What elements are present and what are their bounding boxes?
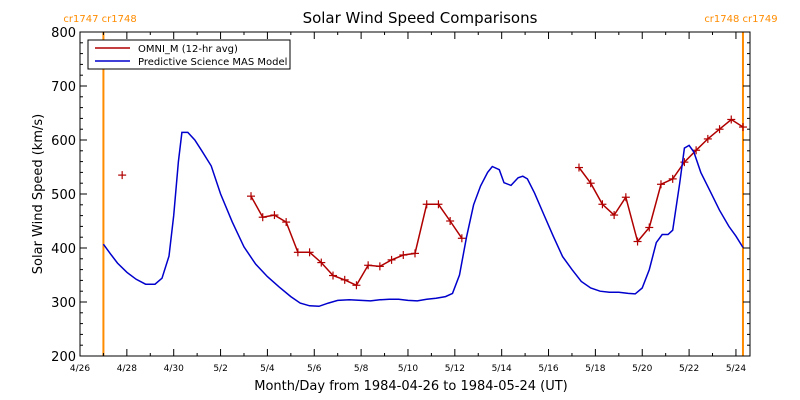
data-point <box>703 134 712 143</box>
y-tick-label: 300 <box>51 296 76 311</box>
data-point <box>270 211 279 220</box>
x-tick-label: 5/22 <box>679 364 699 374</box>
data-point <box>411 249 419 258</box>
y-tick-label: 600 <box>51 134 76 149</box>
data-point <box>293 248 302 257</box>
data-point <box>656 180 665 189</box>
y-tick-label: 400 <box>51 242 76 257</box>
data-point <box>387 255 396 264</box>
carrington-markers: cr1747 cr1748 cr1748 cr1749 <box>63 14 778 356</box>
chart-title: Solar Wind Speed Comparisons <box>303 9 538 27</box>
data-point <box>446 217 455 225</box>
legend-label-omni: OMNI_M (12-hr avg) <box>138 44 238 55</box>
carrington-marker-label: cr1747 cr1748 <box>63 14 136 25</box>
data-point <box>258 213 267 222</box>
y-tick-label: 700 <box>51 80 76 95</box>
x-axis-label: Month/Day from 1984-04-26 to 1984-05-24 … <box>254 379 567 394</box>
legend: OMNI_M (12-hr avg) Predictive Science MA… <box>87 39 291 70</box>
data-point <box>375 262 384 271</box>
legend-label-mas-model: Predictive Science MAS Model <box>138 57 287 68</box>
x-tick-label: 4/28 <box>117 364 137 374</box>
data-point <box>668 174 677 183</box>
carrington-marker-label: cr1748 cr1749 <box>704 14 777 25</box>
x-tick-label: 5/4 <box>260 364 275 374</box>
x-tick-label: 5/12 <box>445 364 465 374</box>
x-tick-label: 5/24 <box>726 364 746 374</box>
y-axis-label: Solar Wind Speed (km/s) <box>31 114 46 274</box>
data-point <box>434 200 443 209</box>
data-point <box>364 261 373 270</box>
legend-box <box>87 39 291 70</box>
x-tick-label: 4/30 <box>164 364 184 374</box>
data-point <box>329 271 338 280</box>
data-point <box>399 251 408 260</box>
axis-ticks: 4/26 4/28 4/30 5/2 5/4 5/6 5/8 5/10 5/12 5/14 5/16… <box>51 26 750 374</box>
data-point <box>317 258 326 267</box>
data-point <box>247 192 256 201</box>
data-point <box>738 123 747 132</box>
x-tick-label: 5/20 <box>632 364 652 374</box>
data-point <box>715 125 724 134</box>
data-point <box>598 200 607 209</box>
data-point <box>586 179 595 188</box>
x-tick-label: 4/26 <box>70 364 90 374</box>
x-tick-label: 5/18 <box>585 364 605 374</box>
y-tick-label: 500 <box>51 188 76 203</box>
data-point <box>422 200 431 209</box>
data-point <box>118 171 127 180</box>
data-point <box>645 223 654 232</box>
x-tick-label: 5/10 <box>398 364 418 374</box>
data-point <box>574 163 583 172</box>
data-point <box>305 248 314 257</box>
data-point <box>621 193 630 202</box>
x-tick-label: 5/2 <box>213 364 227 374</box>
data-point <box>340 275 349 284</box>
series-lines <box>102 115 747 308</box>
mas-model-series <box>102 131 744 308</box>
data-point <box>633 237 642 246</box>
x-tick-label: 5/14 <box>492 364 512 374</box>
y-tick-label: 200 <box>51 350 76 365</box>
data-point <box>680 158 689 167</box>
data-point <box>727 115 736 124</box>
data-point <box>352 281 361 290</box>
data-point <box>610 211 619 220</box>
omni-series <box>118 115 747 290</box>
y-tick-label: 800 <box>51 26 76 41</box>
series-line <box>102 131 744 308</box>
x-tick-label: 5/6 <box>307 364 322 374</box>
data-point <box>457 234 466 243</box>
x-tick-label: 5/16 <box>538 364 558 374</box>
data-point <box>282 218 291 227</box>
x-tick-label: 5/8 <box>354 364 369 374</box>
